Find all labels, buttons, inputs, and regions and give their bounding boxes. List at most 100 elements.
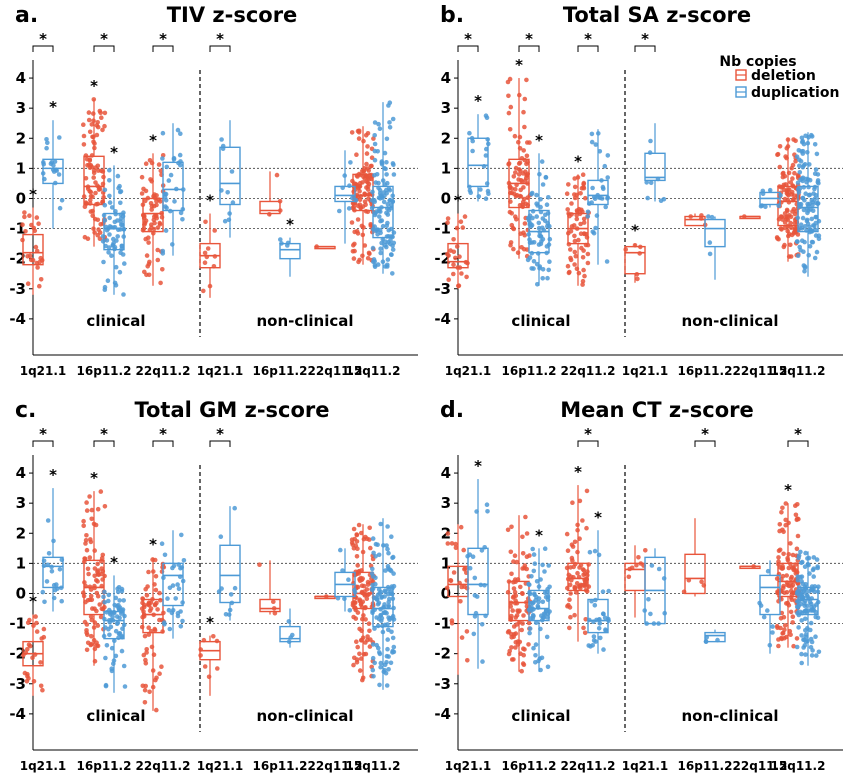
data-point <box>514 559 520 565</box>
data-point <box>579 207 584 213</box>
data-point <box>794 636 800 641</box>
data-point <box>467 565 473 571</box>
data-point <box>793 512 799 518</box>
data-point <box>388 567 393 573</box>
data-point <box>788 609 794 615</box>
data-point <box>568 247 573 252</box>
data-point <box>122 684 128 689</box>
data-point <box>572 584 577 590</box>
data-point <box>792 211 798 217</box>
significance-star: * <box>29 186 37 204</box>
bracket-star: * <box>216 425 224 443</box>
data-point <box>789 565 795 570</box>
data-point <box>363 617 368 622</box>
data-point <box>347 608 353 613</box>
box-deletion <box>142 197 164 233</box>
data-point <box>52 587 58 593</box>
data-point <box>809 639 815 645</box>
box-deletion <box>447 242 469 269</box>
data-point <box>520 534 525 540</box>
data-point <box>444 585 450 591</box>
data-point <box>360 677 365 683</box>
data-point <box>82 234 88 240</box>
data-point <box>523 175 529 181</box>
data-point <box>577 498 583 504</box>
data-point <box>458 524 464 530</box>
data-point <box>113 653 119 659</box>
significance-star: * <box>49 98 57 116</box>
data-point <box>571 223 577 228</box>
data-point <box>446 277 451 283</box>
data-point <box>449 541 455 546</box>
data-point <box>146 240 151 245</box>
data-point <box>518 187 523 193</box>
data-point <box>795 574 801 579</box>
data-point <box>228 592 234 597</box>
data-point <box>372 141 378 147</box>
group-label-nonclinical: non-clinical <box>681 312 778 330</box>
data-point <box>384 210 389 216</box>
significance-bracket: * <box>32 30 54 52</box>
data-point <box>119 243 125 249</box>
panel-letter: d. <box>440 398 464 423</box>
data-point <box>509 571 514 577</box>
bracket-star: * <box>701 425 709 443</box>
data-point <box>219 137 224 142</box>
data-point <box>87 162 92 168</box>
data-point <box>810 208 816 213</box>
data-point <box>813 614 818 620</box>
data-point <box>222 218 228 224</box>
data-point <box>647 150 653 155</box>
data-point <box>352 600 358 606</box>
data-point <box>54 582 59 587</box>
data-point <box>511 579 516 585</box>
bracket-line <box>209 45 231 52</box>
data-point <box>163 204 168 209</box>
significance-bracket: * <box>209 30 231 52</box>
data-point <box>97 186 103 192</box>
data-point <box>776 643 781 649</box>
data-point <box>373 554 378 559</box>
box-duplication <box>279 242 301 260</box>
data-point <box>802 264 808 269</box>
data-point <box>42 599 47 605</box>
y-tick-label: 3 <box>16 494 26 512</box>
data-point <box>389 252 394 257</box>
data-point <box>570 500 575 505</box>
data-point <box>25 647 30 652</box>
data-point <box>530 546 535 552</box>
bracket-star: * <box>525 30 533 48</box>
significance-star: * <box>454 192 462 210</box>
data-point <box>40 687 45 693</box>
data-point <box>519 245 524 250</box>
data-point <box>215 666 220 671</box>
data-point <box>373 180 379 185</box>
data-point <box>385 202 391 207</box>
data-point <box>38 683 44 689</box>
data-point <box>350 542 356 547</box>
data-point <box>376 552 382 558</box>
category-label: 22q11.2 <box>561 364 616 378</box>
data-point <box>568 255 573 261</box>
box-duplication <box>704 218 726 248</box>
data-point <box>605 175 610 180</box>
data-point <box>794 604 800 609</box>
data-point <box>515 250 521 255</box>
data-point <box>470 138 475 144</box>
scatter-points <box>703 635 720 644</box>
data-point <box>797 163 802 169</box>
data-point <box>783 154 788 159</box>
data-point <box>118 200 123 206</box>
data-point <box>534 579 540 584</box>
bracket-star: * <box>464 30 472 48</box>
data-point <box>574 216 580 222</box>
data-point <box>95 120 100 125</box>
data-point <box>88 197 93 203</box>
data-point <box>799 226 805 231</box>
data-point <box>146 625 151 630</box>
data-point <box>100 234 106 239</box>
data-point <box>460 225 466 230</box>
bracket-star: * <box>39 30 47 48</box>
data-point <box>159 664 164 669</box>
data-point <box>536 599 541 605</box>
